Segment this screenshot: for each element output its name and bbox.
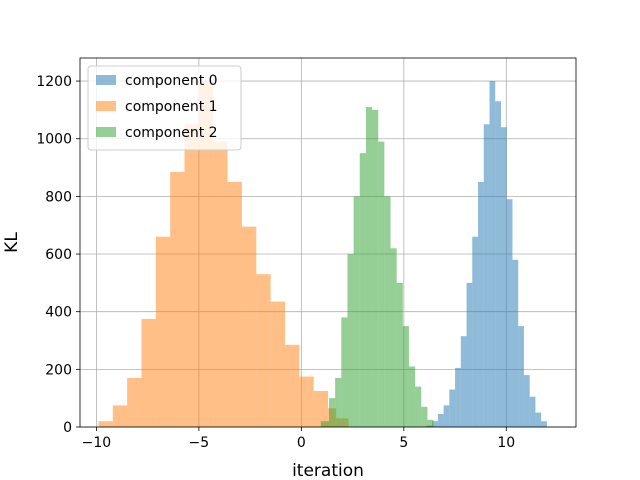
x-tick-label: −5	[189, 435, 210, 451]
y-axis: 0 200 400 600 800 1000 1200	[36, 74, 80, 436]
y-tick-label: 1200	[36, 74, 72, 90]
y-tick-label: 0	[63, 420, 72, 436]
histogram-bar	[313, 390, 328, 427]
histogram-bar	[483, 124, 490, 427]
histogram-bar	[98, 421, 113, 427]
series-0	[426, 81, 547, 427]
histogram-bar	[390, 248, 397, 427]
histogram-bar	[320, 421, 330, 427]
x-tick-label: −10	[82, 435, 112, 451]
histogram-bar	[227, 181, 242, 427]
legend-frame	[87, 65, 242, 151]
histogram-bar	[396, 282, 403, 427]
histogram-bar	[372, 109, 379, 427]
histogram-bar	[112, 405, 128, 427]
legend: component 0 component 1 component 2	[87, 65, 242, 151]
x-tick-label: 10	[497, 435, 515, 451]
x-axis: −10 −5 0 5 10	[82, 427, 515, 451]
histogram-bar	[500, 127, 507, 427]
histogram-bar	[347, 254, 354, 427]
histogram-bar	[359, 153, 366, 427]
histogram-bar	[408, 366, 416, 427]
histogram-bar	[335, 377, 342, 427]
histogram-bar	[155, 236, 171, 427]
y-tick-label: 600	[45, 247, 72, 263]
histogram-bar	[402, 326, 409, 427]
histogram-bar	[184, 124, 199, 427]
histogram-bar	[241, 226, 257, 427]
histogram-bar	[443, 405, 450, 427]
histogram-bar	[489, 81, 496, 427]
histogram-bar	[455, 367, 461, 427]
histogram-bar	[378, 141, 385, 427]
legend-entry: component 1	[125, 99, 218, 115]
series-1	[98, 81, 349, 427]
histogram-bar	[432, 421, 438, 427]
histogram-bar	[141, 318, 156, 427]
histogram-bar	[535, 412, 542, 427]
x-tick-label: 0	[297, 435, 306, 451]
histogram-bar	[415, 386, 422, 427]
plot-frame	[79, 57, 577, 428]
y-tick-label: 400	[45, 305, 72, 321]
legend-swatch	[96, 127, 116, 137]
histogram-bar	[529, 396, 536, 427]
histogram-bar	[478, 181, 484, 427]
histogram-bar	[127, 377, 142, 427]
histogram-bar	[329, 398, 336, 427]
y-tick-label: 800	[45, 189, 72, 205]
x-axis-label: iteration	[292, 461, 364, 480]
histogram-bar	[472, 236, 479, 427]
histogram-bar	[213, 141, 228, 427]
histogram-bar	[421, 406, 428, 427]
histogram-bar	[270, 301, 285, 427]
legend-entry: component 2	[125, 125, 218, 141]
histogram-bar	[353, 196, 360, 427]
legend-swatch	[96, 75, 116, 85]
histogram-bar	[427, 419, 434, 427]
histogram-bar	[256, 274, 271, 427]
histogram-bar	[512, 259, 519, 427]
histogram-bars	[98, 81, 547, 427]
histogram-bar	[384, 196, 391, 427]
histogram-bar	[198, 81, 214, 427]
histogram-bar	[437, 414, 444, 427]
y-axis-label: KL	[2, 232, 22, 253]
legend-entry: component 0	[125, 73, 218, 89]
legend-swatch	[96, 101, 116, 111]
histogram-bar	[365, 107, 373, 427]
series-2	[320, 107, 434, 427]
histogram-bar	[518, 326, 524, 427]
histogram-bar	[523, 375, 530, 427]
histogram-bar	[506, 199, 513, 427]
histogram-bar	[170, 171, 185, 427]
y-tick-label: 200	[45, 362, 72, 378]
histogram-bar	[449, 389, 456, 427]
y-tick-label: 1000	[36, 132, 72, 148]
histogram-bar	[460, 336, 467, 427]
histogram-bar	[495, 101, 501, 427]
histogram-bar	[541, 421, 547, 427]
histogram-bar	[341, 317, 348, 427]
x-tick-label: 5	[399, 435, 408, 451]
histogram-bar	[299, 376, 314, 427]
histogram-bar	[466, 282, 473, 427]
histogram-bar	[284, 344, 300, 427]
